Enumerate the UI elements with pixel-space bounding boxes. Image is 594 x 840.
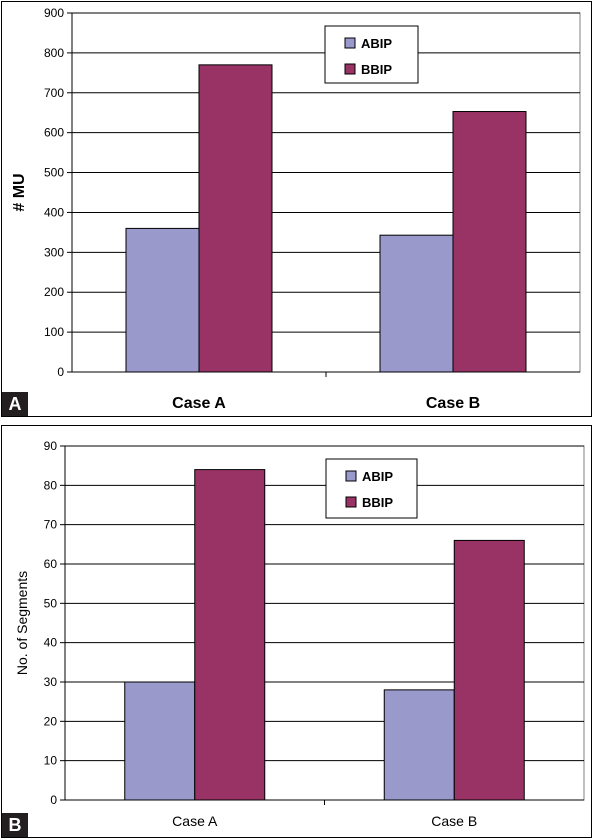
chart-panel-a: 0 100 200 300 400 500 600 700 800 900 Case A Case B… bbox=[1, 1, 592, 417]
bar-bbip bbox=[194, 469, 266, 801]
y-tick-label: 90 bbox=[44, 439, 58, 453]
panel-label-a: A bbox=[2, 392, 28, 416]
bar-bbip bbox=[452, 111, 527, 373]
y-tick-label: 80 bbox=[44, 478, 58, 492]
bar-abip bbox=[383, 689, 455, 801]
legend-label-abip: ABIP bbox=[361, 36, 392, 51]
legend-box bbox=[325, 458, 418, 519]
y-tick-label: 30 bbox=[44, 675, 58, 689]
legend-swatch-bbip bbox=[345, 496, 357, 508]
legend-swatch-abip bbox=[345, 470, 357, 482]
x-category-label: Case A bbox=[172, 395, 226, 412]
y-axis-label: # MU bbox=[11, 173, 28, 211]
y-tick-label: 700 bbox=[44, 86, 64, 100]
legend-label-bbip: BBIP bbox=[362, 495, 393, 510]
y-tick-label: 60 bbox=[44, 557, 58, 571]
bar-abip bbox=[124, 681, 196, 801]
x-category-label: Case B bbox=[431, 813, 477, 829]
x-category-label: Case A bbox=[172, 813, 218, 829]
x-category-label: Case B bbox=[426, 395, 480, 412]
y-tick-label: 70 bbox=[44, 518, 58, 532]
y-tick-label: 50 bbox=[44, 596, 58, 610]
bar-bbip bbox=[453, 539, 525, 801]
y-tick-label: 100 bbox=[44, 325, 64, 339]
legend-swatch-bbip bbox=[344, 63, 356, 75]
legend-label-bbip: BBIP bbox=[361, 62, 392, 77]
bar-abip bbox=[125, 227, 200, 373]
y-tick-label: 20 bbox=[44, 714, 58, 728]
y-tick-label: 600 bbox=[44, 126, 64, 140]
chart-b-svg: 0 10 20 30 40 50 60 70 80 90 Case A Case B No. of Se… bbox=[14, 439, 585, 829]
y-tick-label: 0 bbox=[50, 793, 57, 807]
y-tick-label: 200 bbox=[44, 285, 64, 299]
bar-bbip bbox=[198, 64, 273, 373]
legend-swatch-abip bbox=[344, 37, 356, 49]
chart-panel-b: 0 10 20 30 40 50 60 70 80 90 Case A Case B No. of Se… bbox=[1, 425, 592, 838]
legend-label-abip: ABIP bbox=[362, 469, 393, 484]
legend-box bbox=[324, 25, 419, 84]
y-tick-label: 0 bbox=[57, 365, 64, 379]
y-tick-label: 500 bbox=[44, 166, 64, 180]
panel-label-b: B bbox=[2, 813, 28, 837]
y-tick-label: 10 bbox=[44, 754, 58, 768]
y-tick-label: 800 bbox=[44, 46, 64, 60]
y-tick-label: 400 bbox=[44, 205, 64, 219]
y-tick-label: 900 bbox=[44, 6, 64, 20]
y-tick-label: 300 bbox=[44, 245, 64, 259]
chart-a-svg: 0 100 200 300 400 500 600 700 800 900 Case A Case B… bbox=[11, 6, 581, 412]
bar-abip bbox=[379, 234, 454, 373]
y-axis-label: No. of Segments bbox=[14, 571, 30, 675]
y-tick-label: 40 bbox=[44, 636, 58, 650]
